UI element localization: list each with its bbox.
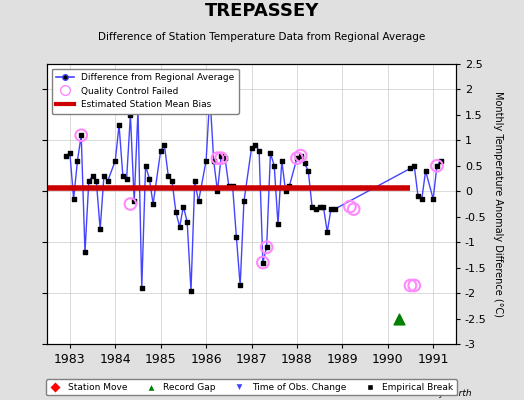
Point <box>410 282 419 289</box>
Point <box>259 259 267 266</box>
Point <box>62 152 70 159</box>
Point <box>221 155 229 161</box>
Point <box>191 178 199 184</box>
Point <box>206 91 214 98</box>
Point <box>187 287 195 294</box>
Point <box>240 198 248 205</box>
Point <box>92 178 101 184</box>
Text: Difference of Station Temperature Data from Regional Average: Difference of Station Temperature Data f… <box>99 32 425 42</box>
Text: Berkeley Earth: Berkeley Earth <box>405 389 472 398</box>
Point <box>418 196 426 202</box>
Text: TREPASSEY: TREPASSEY <box>205 2 319 20</box>
Point <box>89 173 97 179</box>
Point <box>297 152 305 159</box>
Point <box>138 285 146 291</box>
Point <box>111 158 119 164</box>
Point <box>194 198 203 205</box>
Point <box>421 168 430 174</box>
Point <box>134 107 142 113</box>
Point <box>126 112 135 118</box>
Point <box>123 175 131 182</box>
Point <box>319 203 328 210</box>
Point <box>168 178 176 184</box>
Point <box>433 163 441 169</box>
Point <box>259 259 267 266</box>
Point <box>84 178 93 184</box>
Point <box>225 183 233 189</box>
Point <box>251 142 259 149</box>
Point <box>126 201 135 207</box>
Point <box>100 173 108 179</box>
Point <box>395 315 403 322</box>
Y-axis label: Monthly Temperature Anomaly Difference (°C): Monthly Temperature Anomaly Difference (… <box>493 91 504 317</box>
Point <box>274 221 282 228</box>
Point <box>81 249 89 256</box>
Point <box>300 160 309 166</box>
Point <box>263 244 271 250</box>
Point <box>217 152 225 159</box>
Point <box>266 150 275 156</box>
Point <box>331 206 339 212</box>
Point <box>145 175 154 182</box>
Point <box>406 165 414 172</box>
Point <box>312 206 320 212</box>
Point <box>202 158 210 164</box>
Point <box>228 183 237 189</box>
Point <box>104 178 112 184</box>
Point <box>213 155 222 161</box>
Point <box>293 155 301 161</box>
Point <box>141 163 150 169</box>
Point <box>247 145 256 151</box>
Point <box>436 158 445 164</box>
Point <box>281 188 290 194</box>
Point <box>350 206 358 212</box>
Point <box>118 173 127 179</box>
Point <box>157 147 165 154</box>
Point <box>164 173 172 179</box>
Point <box>172 208 180 215</box>
Point <box>213 188 222 194</box>
Point <box>293 155 301 161</box>
Legend: Station Move, Record Gap, Time of Obs. Change, Empirical Break: Station Move, Record Gap, Time of Obs. C… <box>46 379 457 396</box>
Point <box>308 203 316 210</box>
Point <box>323 229 331 235</box>
Point <box>327 206 335 212</box>
Point <box>255 147 263 154</box>
Point <box>236 282 244 289</box>
Point <box>410 163 419 169</box>
Point <box>304 168 312 174</box>
Point <box>232 234 241 240</box>
Point <box>433 163 441 169</box>
Point <box>297 152 305 159</box>
Point <box>149 201 157 207</box>
Point <box>183 219 191 225</box>
Point <box>285 183 293 189</box>
Point <box>217 155 225 161</box>
Point <box>346 203 354 210</box>
Point <box>210 158 218 164</box>
Point <box>160 142 169 149</box>
Point <box>70 196 78 202</box>
Point <box>315 203 324 210</box>
Point <box>278 158 286 164</box>
Point <box>96 226 104 233</box>
Point <box>77 132 85 138</box>
Point <box>406 282 414 289</box>
Point <box>115 122 123 128</box>
Point <box>130 198 138 205</box>
Point <box>429 196 438 202</box>
Point <box>263 244 271 250</box>
Point <box>270 163 278 169</box>
Point <box>179 203 188 210</box>
Point <box>73 158 82 164</box>
Legend: Difference from Regional Average, Quality Control Failed, Estimated Station Mean: Difference from Regional Average, Qualit… <box>52 68 239 114</box>
Point <box>176 224 184 230</box>
Point <box>77 132 85 138</box>
Point <box>66 150 74 156</box>
Point <box>414 193 422 200</box>
